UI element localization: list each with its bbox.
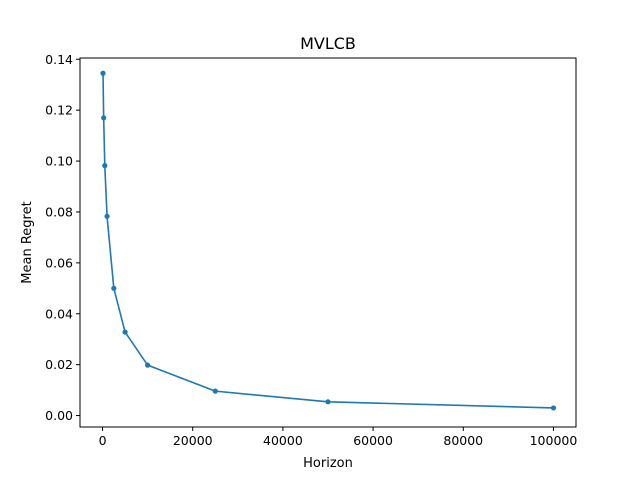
data-point <box>102 163 108 169</box>
chart-title: MVLCB <box>300 34 356 53</box>
x-tick-label: 80000 <box>443 433 483 448</box>
data-point <box>111 285 117 291</box>
y-tick-label: 0.04 <box>45 306 73 321</box>
data-point <box>550 405 557 411</box>
data-point <box>145 362 151 368</box>
data-point <box>104 213 110 219</box>
y-tick-label: 0.12 <box>45 103 73 118</box>
plot-background <box>80 58 576 427</box>
series-layer <box>100 70 557 411</box>
data-point <box>101 115 107 121</box>
x-tick-label: 20000 <box>173 433 213 448</box>
y-tick-label: 0.02 <box>45 357 73 372</box>
y-axis-title: Mean Regret <box>20 201 35 283</box>
x-tick-label: 100000 <box>530 433 578 448</box>
x-tick-label: 40000 <box>263 433 303 448</box>
data-point <box>100 70 106 76</box>
x-axis: 0 20000 40000 60000 80000 100000 <box>99 427 578 448</box>
y-tick-label: 0.06 <box>45 255 73 270</box>
data-point <box>212 388 218 394</box>
y-axis: 0.00 0.02 0.04 0.06 0.08 0.10 0.12 0.14 <box>45 52 80 423</box>
y-tick-label: 0.00 <box>45 408 73 423</box>
data-point <box>325 399 331 405</box>
x-tick-label: 60000 <box>353 433 393 448</box>
data-point <box>122 329 128 335</box>
plot-frame <box>79 57 577 428</box>
x-tick-label: 0 <box>99 433 107 448</box>
y-tick-label: 0.14 <box>45 52 73 67</box>
series-line <box>102 73 554 409</box>
x-axis-title: Horizon <box>303 456 353 471</box>
y-tick-label: 0.08 <box>45 204 73 219</box>
y-tick-label: 0.10 <box>45 154 73 169</box>
